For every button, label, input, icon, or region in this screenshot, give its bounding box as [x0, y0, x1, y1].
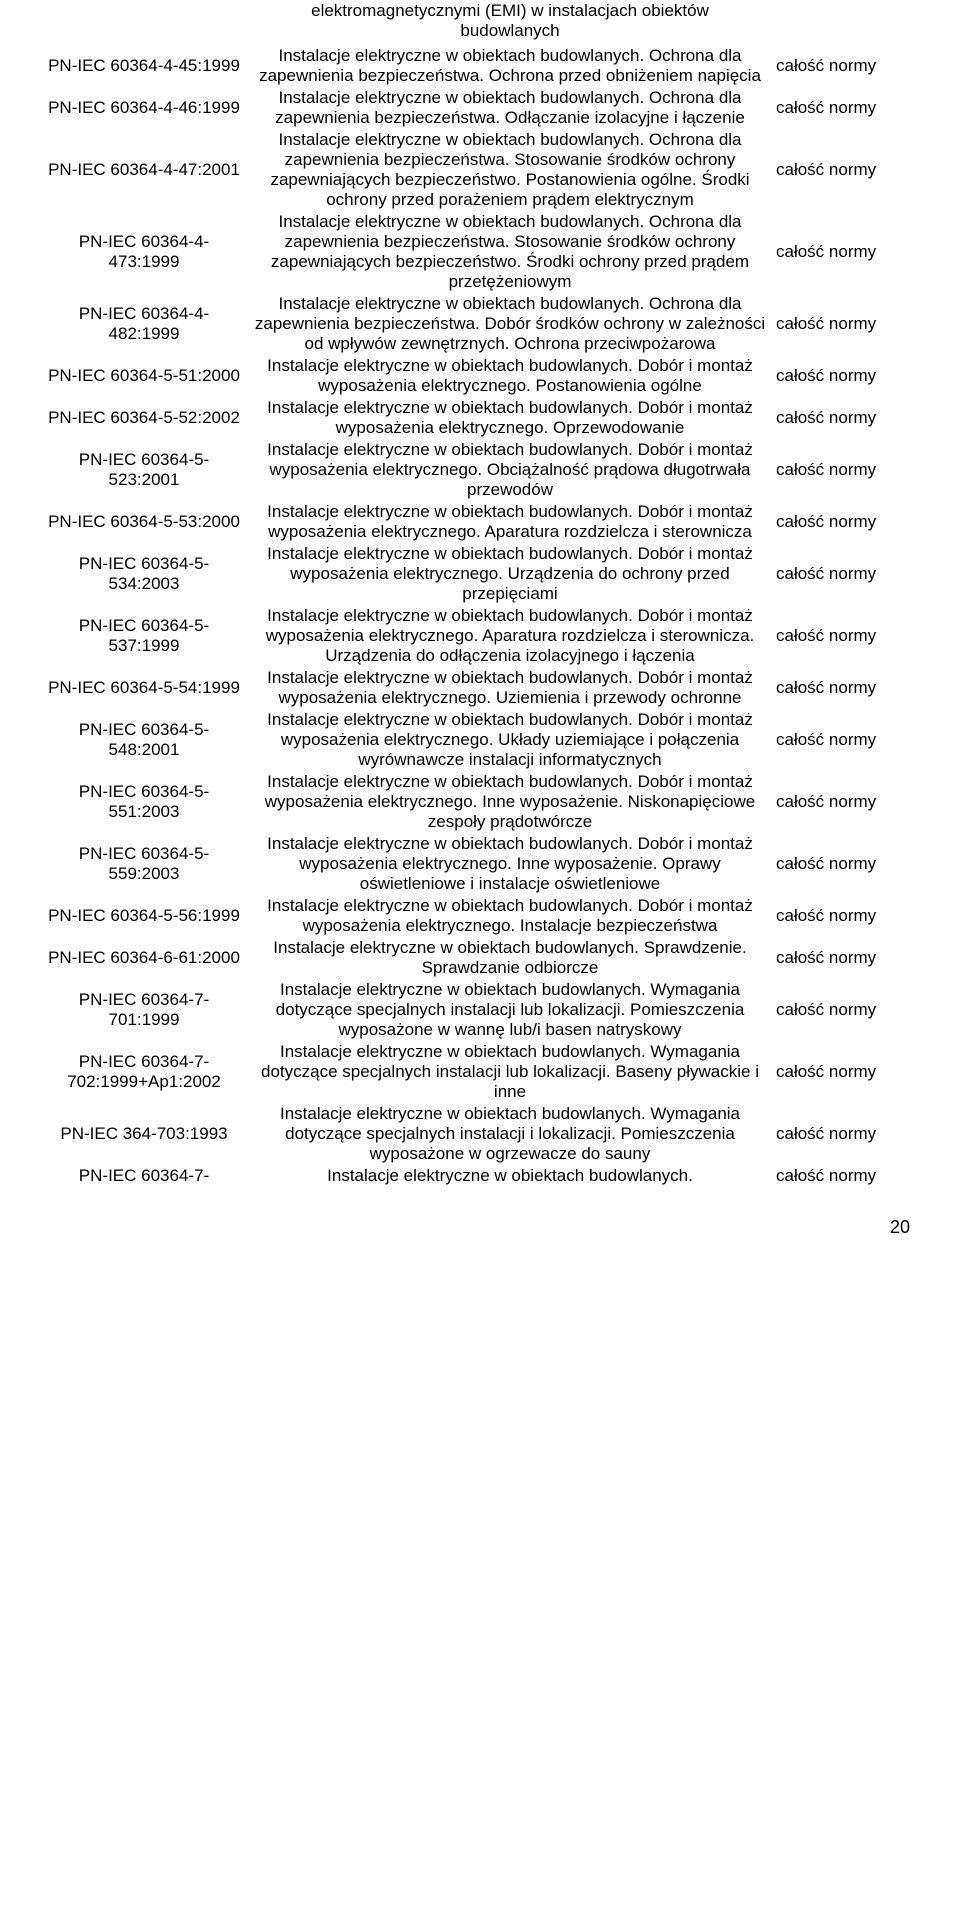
table-row: PN-IEC 60364-7-702:1999+Ap1:2002Instalac… — [40, 1041, 920, 1103]
standard-code: PN-IEC 60364-7-701:1999 — [40, 979, 248, 1041]
standard-description: Instalacje elektryczne w obiektach budow… — [248, 1165, 772, 1187]
standard-code: PN-IEC 60364-5-523:2001 — [40, 439, 248, 501]
table-row: PN-IEC 60364-4-47:2001Instalacje elektry… — [40, 129, 920, 211]
standard-code: PN-IEC 60364-5-56:1999 — [40, 895, 248, 937]
standard-description: Instalacje elektryczne w obiektach budow… — [248, 937, 772, 979]
standard-scope: całość normy — [772, 293, 920, 355]
standard-code: PN-IEC 60364-5-534:2003 — [40, 543, 248, 605]
standard-description: Instalacje elektryczne w obiektach budow… — [248, 501, 772, 543]
header-empty — [40, 0, 248, 45]
table-row: PN-IEC 60364-7-Instalacje elektryczne w … — [40, 1165, 920, 1187]
standard-description: Instalacje elektryczne w obiektach budow… — [248, 87, 772, 129]
table-row: PN-IEC 60364-5-56:1999Instalacje elektry… — [40, 895, 920, 937]
table-row: PN-IEC 60364-5-53:2000Instalacje elektry… — [40, 501, 920, 543]
standard-scope: całość normy — [772, 605, 920, 667]
standard-scope: całość normy — [772, 87, 920, 129]
standard-scope: całość normy — [772, 355, 920, 397]
standard-code: PN-IEC 60364-5-548:2001 — [40, 709, 248, 771]
standard-description: Instalacje elektryczne w obiektach budow… — [248, 439, 772, 501]
standard-scope: całość normy — [772, 709, 920, 771]
table-row: PN-IEC 364-703:1993Instalacje elektryczn… — [40, 1103, 920, 1165]
standard-scope: całość normy — [772, 1041, 920, 1103]
table-row: PN-IEC 60364-5-551:2003Instalacje elektr… — [40, 771, 920, 833]
table-row: PN-IEC 60364-4-45:1999Instalacje elektry… — [40, 45, 920, 87]
document-page: elektromagnetycznymi (EMI) w instalacjac… — [0, 0, 960, 1278]
table-row: PN-IEC 60364-7-701:1999Instalacje elektr… — [40, 979, 920, 1041]
header-line-1: elektromagnetycznymi (EMI) w instalacjac… — [311, 1, 709, 20]
table-row: PN-IEC 60364-5-523:2001Instalacje elektr… — [40, 439, 920, 501]
standard-code: PN-IEC 60364-5-537:1999 — [40, 605, 248, 667]
header-scope-empty — [772, 0, 920, 45]
standard-scope: całość normy — [772, 667, 920, 709]
standard-scope: całość normy — [772, 1165, 920, 1187]
standard-code: PN-IEC 364-703:1993 — [40, 1103, 248, 1165]
standard-description: Instalacje elektryczne w obiektach budow… — [248, 129, 772, 211]
header-line-2: budowlanych — [460, 21, 559, 40]
standard-description: Instalacje elektryczne w obiektach budow… — [248, 543, 772, 605]
standard-description: Instalacje elektryczne w obiektach budow… — [248, 397, 772, 439]
standard-scope: całość normy — [772, 771, 920, 833]
standard-scope: całość normy — [772, 1103, 920, 1165]
table-row: PN-IEC 60364-6-61:2000Instalacje elektry… — [40, 937, 920, 979]
table-row: PN-IEC 60364-4-46:1999Instalacje elektry… — [40, 87, 920, 129]
table-header-row: elektromagnetycznymi (EMI) w instalacjac… — [40, 0, 920, 45]
table-row: PN-IEC 60364-5-52:2002Instalacje elektry… — [40, 397, 920, 439]
standard-description: Instalacje elektryczne w obiektach budow… — [248, 605, 772, 667]
table-row: PN-IEC 60364-5-559:2003Instalacje elektr… — [40, 833, 920, 895]
standard-scope: całość normy — [772, 501, 920, 543]
standard-code: PN-IEC 60364-4-473:1999 — [40, 211, 248, 293]
header-continuation: elektromagnetycznymi (EMI) w instalacjac… — [248, 0, 772, 45]
standard-scope: całość normy — [772, 895, 920, 937]
page-number: 20 — [40, 1217, 920, 1238]
standard-description: Instalacje elektryczne w obiektach budow… — [248, 895, 772, 937]
standard-code: PN-IEC 60364-4-45:1999 — [40, 45, 248, 87]
standard-description: Instalacje elektryczne w obiektach budow… — [248, 1103, 772, 1165]
standard-description: Instalacje elektryczne w obiektach budow… — [248, 293, 772, 355]
standard-scope: całość normy — [772, 833, 920, 895]
table-row: PN-IEC 60364-5-537:1999Instalacje elektr… — [40, 605, 920, 667]
standard-code: PN-IEC 60364-7- — [40, 1165, 248, 1187]
table-row: PN-IEC 60364-5-534:2003Instalacje elektr… — [40, 543, 920, 605]
table-row: PN-IEC 60364-5-54:1999Instalacje elektry… — [40, 667, 920, 709]
standard-scope: całość normy — [772, 397, 920, 439]
standard-scope: całość normy — [772, 129, 920, 211]
standard-code: PN-IEC 60364-5-52:2002 — [40, 397, 248, 439]
standard-code: PN-IEC 60364-5-53:2000 — [40, 501, 248, 543]
standard-scope: całość normy — [772, 211, 920, 293]
standard-code: PN-IEC 60364-4-47:2001 — [40, 129, 248, 211]
standard-description: Instalacje elektryczne w obiektach budow… — [248, 45, 772, 87]
standard-code: PN-IEC 60364-5-559:2003 — [40, 833, 248, 895]
table-row: PN-IEC 60364-5-548:2001Instalacje elektr… — [40, 709, 920, 771]
standard-description: Instalacje elektryczne w obiektach budow… — [248, 355, 772, 397]
standard-code: PN-IEC 60364-4-482:1999 — [40, 293, 248, 355]
standard-description: Instalacje elektryczne w obiektach budow… — [248, 709, 772, 771]
table-row: PN-IEC 60364-4-473:1999Instalacje elektr… — [40, 211, 920, 293]
standard-description: Instalacje elektryczne w obiektach budow… — [248, 979, 772, 1041]
standards-table: elektromagnetycznymi (EMI) w instalacjac… — [40, 0, 920, 1187]
standard-code: PN-IEC 60364-5-551:2003 — [40, 771, 248, 833]
standard-code: PN-IEC 60364-5-51:2000 — [40, 355, 248, 397]
standard-scope: całość normy — [772, 543, 920, 605]
table-row: PN-IEC 60364-4-482:1999Instalacje elektr… — [40, 293, 920, 355]
standard-scope: całość normy — [772, 979, 920, 1041]
standard-description: Instalacje elektryczne w obiektach budow… — [248, 211, 772, 293]
standard-code: PN-IEC 60364-4-46:1999 — [40, 87, 248, 129]
standard-description: Instalacje elektryczne w obiektach budow… — [248, 1041, 772, 1103]
standard-description: Instalacje elektryczne w obiektach budow… — [248, 667, 772, 709]
standard-code: PN-IEC 60364-7-702:1999+Ap1:2002 — [40, 1041, 248, 1103]
standard-code: PN-IEC 60364-5-54:1999 — [40, 667, 248, 709]
standard-description: Instalacje elektryczne w obiektach budow… — [248, 833, 772, 895]
standard-scope: całość normy — [772, 439, 920, 501]
standard-scope: całość normy — [772, 937, 920, 979]
standard-description: Instalacje elektryczne w obiektach budow… — [248, 771, 772, 833]
table-row: PN-IEC 60364-5-51:2000Instalacje elektry… — [40, 355, 920, 397]
standard-scope: całość normy — [772, 45, 920, 87]
standard-code: PN-IEC 60364-6-61:2000 — [40, 937, 248, 979]
